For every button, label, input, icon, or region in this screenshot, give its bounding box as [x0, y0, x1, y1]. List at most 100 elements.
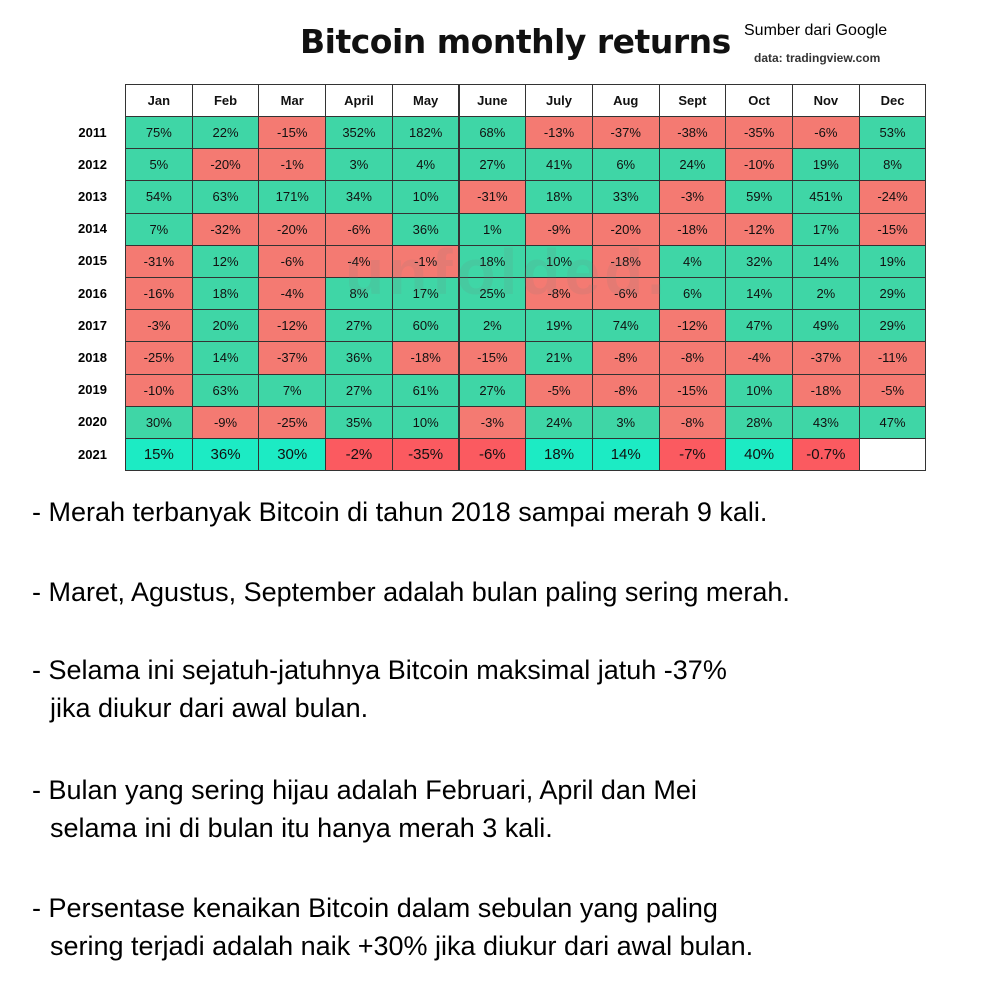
- return-cell: 61%: [391, 373, 460, 407]
- year-label: 2018: [78, 349, 107, 365]
- return-cell: 352%: [325, 116, 393, 150]
- return-cell: -1%: [391, 244, 460, 278]
- return-cell: 12%: [191, 244, 260, 278]
- return-cell: -12%: [725, 212, 793, 246]
- year-label: 2015: [78, 253, 107, 269]
- return-cell: 63%: [191, 180, 260, 214]
- return-cell: -15%: [458, 341, 527, 375]
- return-cell: 6%: [591, 148, 660, 182]
- return-cell: -6%: [591, 277, 660, 311]
- return-cell: -37%: [591, 116, 660, 150]
- column-header: July: [525, 84, 593, 117]
- return-cell: 6%: [658, 277, 727, 311]
- return-cell: -5%: [525, 373, 593, 407]
- title: Bitcoin monthly returns: [300, 22, 731, 61]
- return-cell: -15%: [858, 212, 927, 246]
- return-cell: 41%: [525, 148, 593, 182]
- return-cell: 4%: [658, 244, 727, 278]
- return-cell: 18%: [458, 244, 527, 278]
- return-cell: 34%: [325, 180, 393, 214]
- column-header: May: [391, 84, 460, 117]
- return-cell: -4%: [725, 341, 793, 375]
- year-label: 2016: [78, 285, 107, 301]
- return-cell: 14%: [725, 277, 793, 311]
- year-label: 2020: [78, 414, 107, 430]
- year-label: 2011: [78, 124, 107, 140]
- return-cell: -10%: [725, 148, 793, 182]
- return-cell: -1%: [258, 148, 327, 182]
- year-label: 2014: [78, 221, 107, 237]
- return-cell: -35%: [391, 438, 460, 472]
- return-cell: -10%: [125, 373, 193, 407]
- return-cell: 15%: [125, 438, 193, 472]
- note-line: - Merah terbanyak Bitcoin di tahun 2018 …: [32, 497, 768, 527]
- return-cell: 14%: [591, 438, 660, 472]
- return-cell: 18%: [525, 438, 593, 472]
- column-header: Aug: [591, 84, 660, 117]
- return-cell: -13%: [525, 116, 593, 150]
- return-cell: 75%: [125, 116, 193, 150]
- return-cell: -2%: [325, 438, 393, 472]
- return-cell: 27%: [458, 148, 527, 182]
- return-cell: -25%: [125, 341, 193, 375]
- return-cell: 4%: [391, 148, 460, 182]
- return-cell: 25%: [458, 277, 527, 311]
- return-cell: 20%: [191, 309, 260, 343]
- return-cell: 8%: [325, 277, 393, 311]
- return-cell: 68%: [458, 116, 527, 150]
- note-line: selama ini di bulan itu hanya merah 3 ka…: [50, 812, 553, 843]
- return-cell: 3%: [325, 148, 393, 182]
- return-cell: 47%: [725, 309, 793, 343]
- return-cell: 22%: [191, 116, 260, 150]
- return-cell: 19%: [525, 309, 593, 343]
- return-cell: -18%: [792, 373, 860, 407]
- note-line: sering terjadi adalah naik +30% jika diu…: [50, 930, 754, 961]
- return-cell: -37%: [258, 341, 327, 375]
- return-cell: -3%: [658, 180, 727, 214]
- return-cell: 5%: [125, 148, 193, 182]
- return-cell: -20%: [191, 148, 260, 182]
- return-cell: -12%: [258, 309, 327, 343]
- return-cell: -38%: [658, 116, 727, 150]
- return-cell: 40%: [725, 438, 793, 472]
- return-cell: -8%: [525, 277, 593, 311]
- note-line: - Selama ini sejatuh-jatuhnya Bitcoin ma…: [32, 655, 727, 685]
- return-cell: 19%: [858, 244, 927, 278]
- return-cell: 27%: [458, 373, 527, 407]
- return-cell: 54%: [125, 180, 193, 214]
- year-label: 2019: [78, 382, 107, 398]
- return-cell: -32%: [191, 212, 260, 246]
- return-cell: 53%: [858, 116, 927, 150]
- return-cell: -4%: [325, 244, 393, 278]
- return-cell: 35%: [325, 405, 393, 439]
- return-cell: -15%: [658, 373, 727, 407]
- return-cell: 21%: [525, 341, 593, 375]
- return-cell: 47%: [858, 405, 927, 439]
- return-cell: -6%: [258, 244, 327, 278]
- return-cell: -9%: [525, 212, 593, 246]
- return-cell: -9%: [191, 405, 260, 439]
- return-cell: 36%: [191, 438, 260, 472]
- return-cell: 8%: [858, 148, 927, 182]
- return-cell: -24%: [858, 180, 927, 214]
- column-header: Feb: [191, 84, 260, 117]
- note-line: - Maret, Agustus, September adalah bulan…: [32, 577, 790, 607]
- return-cell: -6%: [325, 212, 393, 246]
- return-cell: 36%: [325, 341, 393, 375]
- return-cell: -31%: [458, 180, 527, 214]
- return-cell: 27%: [325, 309, 393, 343]
- watermark: unfolded.: [345, 236, 669, 308]
- column-header: Jan: [125, 84, 193, 117]
- year-label: 2013: [78, 188, 107, 204]
- return-cell: -15%: [258, 116, 327, 150]
- column-header: Dec: [858, 84, 927, 117]
- return-cell: 24%: [658, 148, 727, 182]
- return-cell: 32%: [725, 244, 793, 278]
- return-cell: 10%: [725, 373, 793, 407]
- return-cell: -31%: [125, 244, 193, 278]
- return-cell: -8%: [658, 405, 727, 439]
- return-cell: 451%: [792, 180, 860, 214]
- year-label: 2012: [78, 156, 107, 172]
- return-cell: -16%: [125, 277, 193, 311]
